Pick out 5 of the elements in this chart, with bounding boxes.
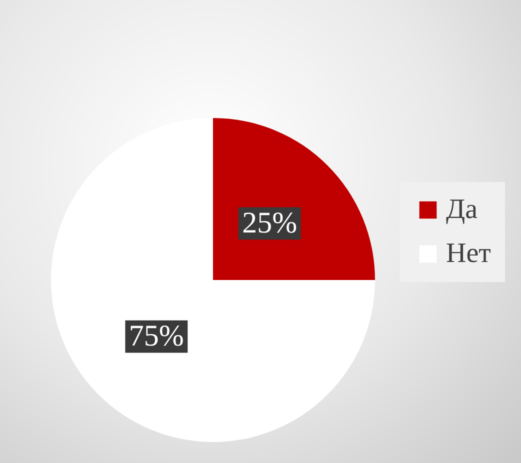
legend-label: Нет <box>446 238 491 269</box>
data-label: 75% <box>128 320 184 353</box>
legend-label: Да <box>446 194 478 225</box>
pie-slice <box>213 118 375 280</box>
data-label: 25% <box>242 206 298 240</box>
